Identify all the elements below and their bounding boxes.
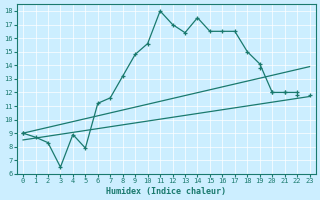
X-axis label: Humidex (Indice chaleur): Humidex (Indice chaleur) — [106, 187, 226, 196]
